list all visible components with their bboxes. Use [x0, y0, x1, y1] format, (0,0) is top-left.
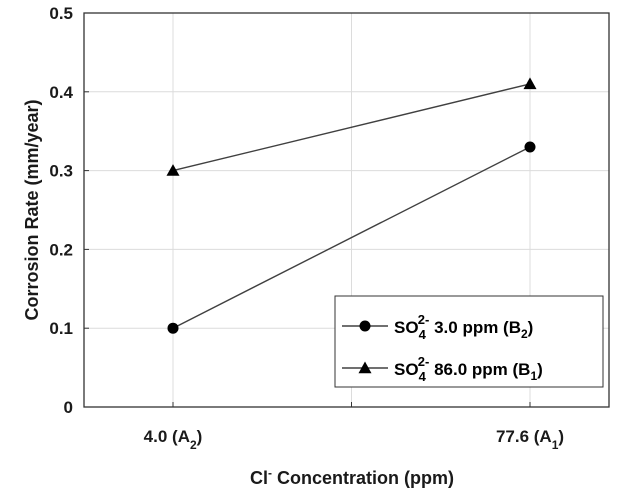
plot-frame	[83, 12, 610, 408]
legend-marker-0	[359, 320, 371, 332]
x-tick-label-1: 77.6 (A1)	[496, 427, 564, 452]
y-tick-label-4: 0.4	[49, 83, 73, 102]
y-tick-label-0: 0	[64, 398, 73, 417]
series-line-0	[172, 146, 531, 329]
series-layer	[166, 77, 537, 334]
legend-box	[334, 295, 604, 388]
y-tick-label-1: 0.1	[49, 319, 73, 338]
legend-label-1: SO42- 86.0 ppm (B1)	[394, 354, 543, 384]
y-ticks: 0 0.1 0.2 0.3 0.4 0.5	[49, 4, 89, 417]
series-triangle	[166, 77, 537, 176]
x-ticks: 4.0 (A2) 77.6 (A1)	[144, 402, 564, 452]
y-axis-title: Corrosion Rate (mm/year)	[22, 99, 42, 320]
legend-label-0: SO42- 3.0 ppm (B2)	[394, 312, 533, 342]
data-point-1-0	[166, 164, 180, 176]
legend: SO42- 3.0 ppm (B2) SO42- 86.0 ppm (B1)	[334, 295, 604, 388]
x-tick-label-0: 4.0 (A2)	[144, 427, 203, 452]
x-axis-title: Cl- Concentration (ppm)	[250, 466, 454, 488]
series-line-1	[172, 83, 531, 172]
y-tick-label-3: 0.3	[49, 162, 73, 181]
data-point-0-1	[524, 141, 536, 153]
y-tick-label-5: 0.5	[49, 4, 73, 23]
data-point-1-1	[523, 77, 537, 90]
y-tick-label-2: 0.2	[49, 240, 73, 259]
legend-marker-1	[358, 361, 372, 374]
data-point-0-0	[167, 322, 179, 334]
series-circle	[167, 141, 536, 334]
